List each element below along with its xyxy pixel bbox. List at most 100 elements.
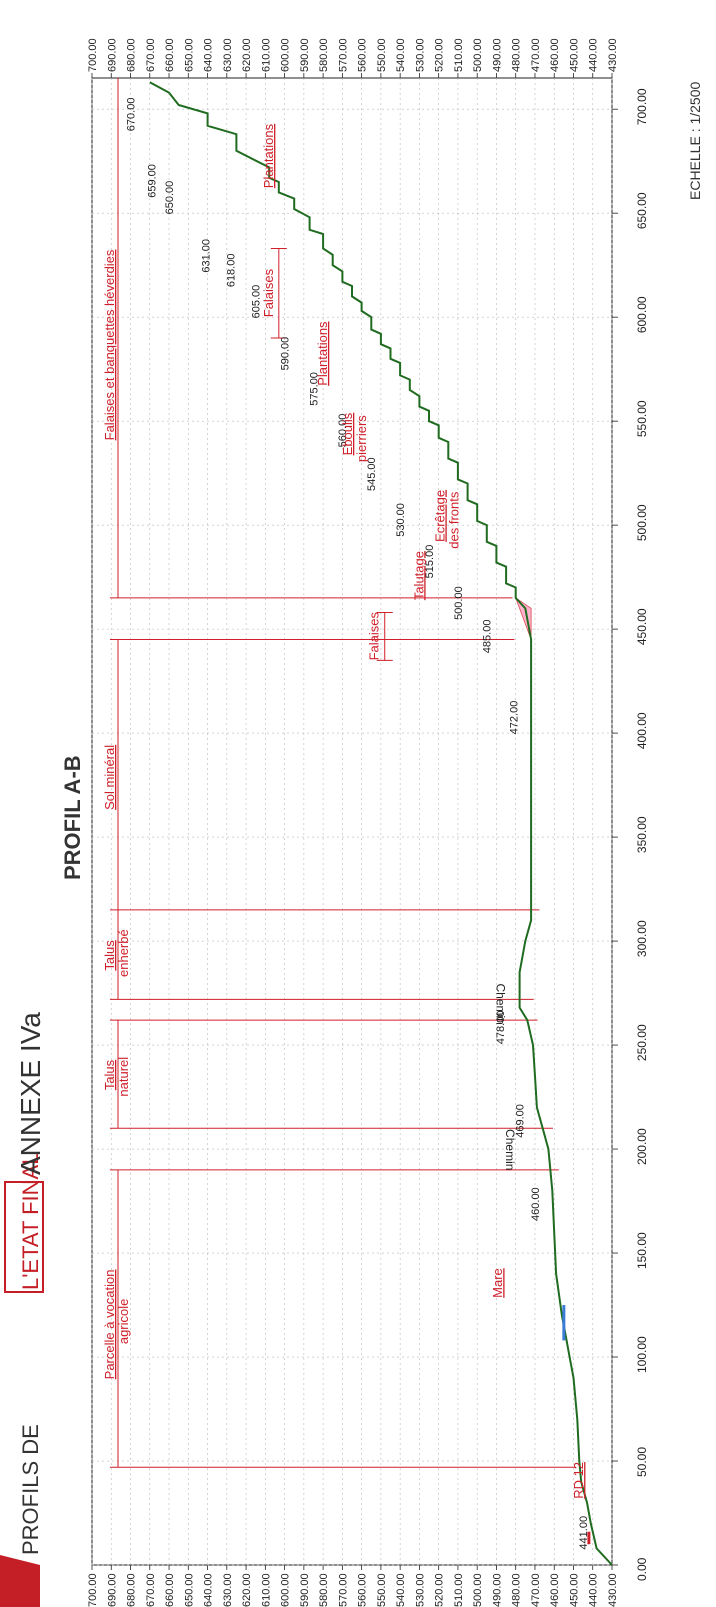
tick-label-distance: 350.00	[635, 816, 649, 853]
tick-label-distance: 450.00	[635, 608, 649, 645]
tick-label-elevation-top: 530.00	[414, 38, 426, 72]
tick-label-elevation-top: 700.00	[87, 38, 99, 72]
title-highlight: L'ETAT FINAL	[18, 1153, 43, 1290]
tick-label-elevation-top: 630.00	[222, 38, 234, 72]
falaises-label: Falaises	[367, 611, 382, 660]
tick-label-distance: 600.00	[635, 296, 649, 333]
elevation-label: 575.00	[308, 372, 320, 406]
elevation-label: 515.00	[424, 545, 436, 579]
tick-label-elevation-bottom: 600.00	[280, 1573, 292, 1607]
tick-label-distance: 700.00	[635, 88, 649, 125]
annotation-label: Ecrêtage	[432, 490, 447, 542]
tick-label-elevation-top: 680.00	[126, 38, 138, 72]
tick-label-elevation-bottom: 620.00	[241, 1573, 253, 1607]
tick-label-elevation-top: 470.00	[530, 38, 542, 72]
tick-label-elevation-top: 650.00	[183, 38, 195, 72]
elevation-label: 469.00	[514, 1104, 526, 1138]
annex-title: ANNEXE IVa	[15, 1012, 46, 1175]
tick-label-elevation-top: 440.00	[588, 38, 600, 72]
tick-label-distance: 0.00	[635, 1557, 649, 1581]
zone-label-line2: naturel	[116, 1057, 131, 1097]
tick-label-elevation-bottom: 430.00	[607, 1573, 619, 1607]
elevation-label: 650.00	[164, 181, 176, 215]
elevation-label: 670.00	[125, 98, 137, 132]
elevation-label: 590.00	[279, 337, 291, 371]
tick-label-distance: 100.00	[635, 1336, 649, 1373]
tick-label-elevation-bottom: 460.00	[549, 1573, 561, 1607]
tick-label-elevation-bottom: 490.00	[491, 1573, 503, 1607]
annotation-label: Mare	[490, 1268, 505, 1298]
tick-label-elevation-top: 450.00	[568, 38, 580, 72]
zone-label: Falaises et banquettes héverdies	[102, 249, 117, 440]
tick-label-elevation-top: 620.00	[241, 38, 253, 72]
annotation-label: Talutage	[411, 551, 426, 600]
tick-label-elevation-bottom: 520.00	[434, 1573, 446, 1607]
tick-label-elevation-bottom: 630.00	[222, 1573, 234, 1607]
tick-label-elevation-top: 540.00	[395, 38, 407, 72]
zone-label: Talus	[102, 1059, 117, 1090]
annotation-label: RD 12	[571, 1462, 586, 1499]
elevation-label: 485.00	[482, 620, 494, 654]
tick-label-distance: 250.00	[635, 1024, 649, 1061]
tick-label-elevation-top: 590.00	[299, 38, 311, 72]
elevation-label: 441.00	[578, 1516, 590, 1550]
tick-label-elevation-bottom: 480.00	[511, 1573, 523, 1607]
tick-label-elevation-top: 690.00	[106, 38, 118, 72]
tick-label-elevation-bottom: 660.00	[164, 1573, 176, 1607]
tick-label-distance: 500.00	[635, 504, 649, 541]
tick-label-elevation-top: 670.00	[145, 38, 157, 72]
elevation-label: 560.00	[337, 414, 349, 448]
tick-label-distance: 200.00	[635, 1128, 649, 1165]
tick-label-elevation-bottom: 580.00	[318, 1573, 330, 1607]
elevation-label: 478.00	[495, 1011, 507, 1045]
tick-label-elevation-bottom: 670.00	[145, 1573, 157, 1607]
tick-label-elevation-top: 660.00	[164, 38, 176, 72]
zone-label-line2: agricole	[116, 1299, 131, 1345]
tick-label-elevation-top: 600.00	[280, 38, 292, 72]
tick-label-elevation-bottom: 610.00	[260, 1573, 272, 1607]
tick-label-elevation-top: 610.00	[260, 38, 272, 72]
tick-label-elevation-bottom: 450.00	[568, 1573, 580, 1607]
tick-label-elevation-bottom: 680.00	[126, 1573, 138, 1607]
tick-label-elevation-top: 520.00	[434, 38, 446, 72]
tick-label-elevation-top: 460.00	[549, 38, 561, 72]
elevation-label: 605.00	[251, 285, 263, 319]
tick-label-elevation-top: 480.00	[511, 38, 523, 72]
tick-label-elevation-bottom: 500.00	[472, 1573, 484, 1607]
elevation-label: 472.00	[509, 701, 521, 735]
header-red-tab	[0, 1555, 40, 1607]
tick-label-elevation-bottom: 440.00	[588, 1573, 600, 1607]
header-highlight-box	[4, 1181, 44, 1293]
tick-label-distance: 300.00	[635, 920, 649, 957]
zone-label: Sol minéral	[102, 745, 117, 810]
tick-label-distance: 400.00	[635, 712, 649, 749]
tick-label-distance: 150.00	[635, 1232, 649, 1269]
chemin-label: Chemin	[493, 983, 507, 1024]
tick-label-elevation-top: 640.00	[203, 38, 215, 72]
annotation-label-line2: des fronts	[446, 491, 461, 549]
tick-label-elevation-bottom: 570.00	[337, 1573, 349, 1607]
profile-name: PROFIL A-B	[60, 755, 85, 880]
tick-label-elevation-bottom: 560.00	[357, 1573, 369, 1607]
title-prefix: PROFILS DE	[18, 1424, 43, 1555]
elevation-label: 500.00	[453, 586, 465, 620]
tick-label-elevation-top: 510.00	[453, 38, 465, 72]
tick-label-elevation-bottom: 510.00	[453, 1573, 465, 1607]
chemin-label: Chemin	[503, 1129, 517, 1170]
tick-label-elevation-top: 570.00	[337, 38, 349, 72]
elevation-label: 530.00	[395, 503, 407, 537]
terrain-profile-line	[149, 81, 613, 1566]
elevation-label: 618.00	[226, 254, 238, 288]
tick-label-elevation-bottom: 700.00	[87, 1573, 99, 1607]
tick-label-elevation-bottom: 650.00	[183, 1573, 195, 1607]
falaises-label: Falaises	[261, 268, 276, 317]
annotation-label-line2: pierriers	[354, 415, 369, 462]
tick-label-elevation-bottom: 550.00	[376, 1573, 388, 1607]
plot-frame	[91, 77, 613, 1566]
tick-label-elevation-bottom: 640.00	[203, 1573, 215, 1607]
elevation-label: 631.00	[200, 239, 212, 273]
zone-label: Talus	[102, 940, 117, 971]
header-block: PROFILS DE L'ETAT FINAL ANNEXE IVa PROFI…	[0, 81, 703, 1607]
zone-label-line2: enherbé	[116, 929, 131, 977]
